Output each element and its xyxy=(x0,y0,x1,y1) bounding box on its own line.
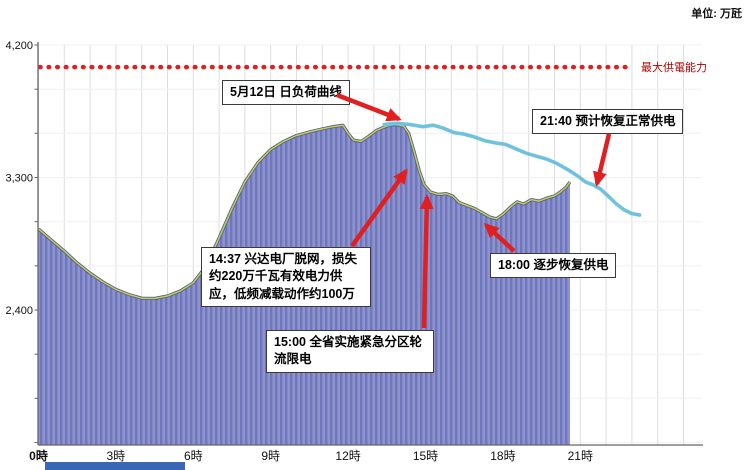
svg-text:2,400: 2,400 xyxy=(5,305,33,317)
svg-text:0時: 0時 xyxy=(29,448,48,463)
annotation-event-2140: 21:40 预计恢复正常供电 xyxy=(532,109,684,135)
x-axis-labels: 0時 3時 6時 9時 12時 15時 18時 21時 xyxy=(29,448,593,463)
bottom-blue-strip xyxy=(45,462,185,470)
svg-text:21時: 21時 xyxy=(568,449,593,463)
y-axis-labels: 4,200 3,300 2,400 xyxy=(5,40,33,317)
annotation-event-1800: 18:00 逐步恢复供电 xyxy=(490,253,617,279)
unit-label: 单位: 万瓩 xyxy=(691,8,742,20)
max-supply-label: 最大供電能力 xyxy=(641,60,707,74)
max-supply-line: 最大供電能力 xyxy=(37,60,707,74)
svg-text:9時: 9時 xyxy=(261,449,280,463)
y-axis-ticks xyxy=(34,44,38,443)
svg-text:15時: 15時 xyxy=(413,449,438,463)
annotation-event-1500: 15:00 全省实施紧急分区轮流限电 xyxy=(266,330,434,373)
axes xyxy=(37,42,703,446)
recovery-line-series xyxy=(382,121,642,217)
svg-text:6時: 6時 xyxy=(184,449,203,463)
annotation-event-1437: 14:37 兴达电厂脱网，损失约220万千瓦有效电力供应，低频减载动作约100万 xyxy=(201,247,371,307)
svg-text:18時: 18時 xyxy=(490,449,515,463)
annotation-curve-label: 5月12日 日负荷曲线 xyxy=(222,80,350,106)
svg-text:12時: 12時 xyxy=(335,449,360,463)
svg-text:3,300: 3,300 xyxy=(5,173,33,185)
svg-text:3時: 3時 xyxy=(107,449,126,463)
svg-text:4,200: 4,200 xyxy=(5,40,33,52)
